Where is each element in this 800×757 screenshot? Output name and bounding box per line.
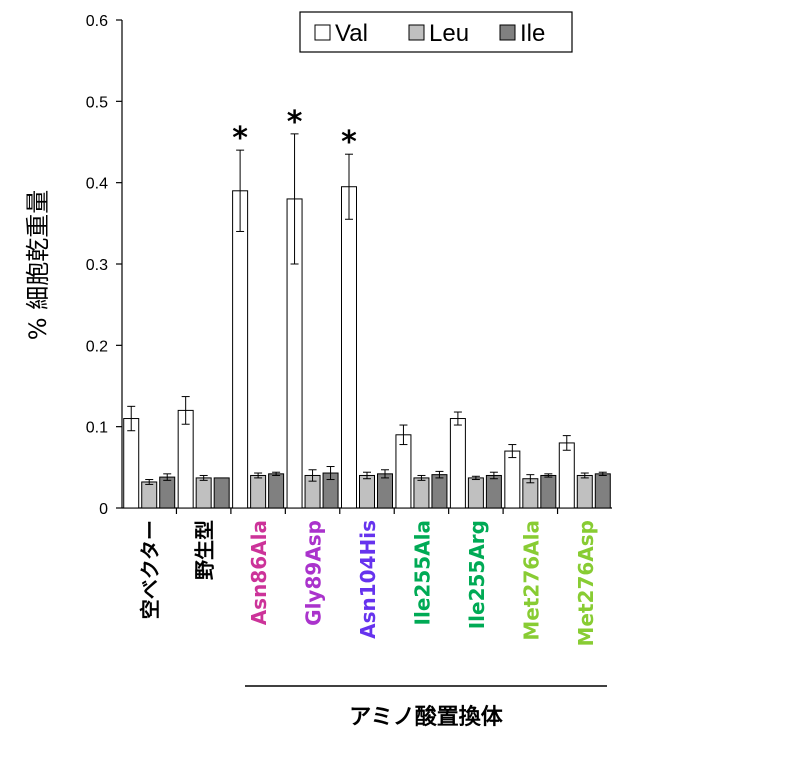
bar-leu — [250, 474, 267, 509]
category-label: Asn86Ala — [247, 520, 271, 625]
bar-leu — [467, 477, 484, 509]
bars: * * * — [123, 105, 611, 509]
bar-val — [504, 450, 521, 509]
bar-ile — [431, 474, 448, 509]
bar-ile — [594, 473, 611, 509]
bar-ile — [213, 477, 230, 509]
category-label: 空ベクター — [138, 520, 162, 619]
bar-leu — [195, 477, 212, 509]
category-label: Ile255Arg — [465, 520, 489, 629]
category-label: Asn104His — [356, 520, 380, 639]
bar-leu — [359, 474, 375, 509]
legend-label-val: Val — [335, 20, 368, 47]
bar-val — [123, 418, 140, 509]
category-label: Met276Asp — [574, 520, 598, 646]
category-label: 野生型 — [193, 520, 217, 580]
y-tick-label: 0.1 — [86, 420, 108, 437]
y-tick-label: 0.4 — [86, 176, 108, 193]
bar-leu — [413, 477, 430, 509]
bar-val — [558, 442, 575, 509]
y-tick-label: 0.2 — [86, 338, 108, 355]
y-tick-label: 0.5 — [86, 94, 108, 111]
bar-ile — [485, 474, 502, 509]
legend-label-ile: Ile — [520, 20, 545, 47]
bar-val — [177, 409, 194, 509]
bar-val — [232, 190, 249, 509]
significance-star: * — [341, 125, 357, 160]
legend-swatch-ile — [499, 24, 516, 41]
y-tick-label: 0 — [99, 501, 108, 518]
bar-leu — [141, 481, 158, 509]
y-axis-label: % 細胞乾重量 — [24, 190, 52, 340]
bar-ile — [159, 476, 176, 509]
bar-val — [395, 434, 412, 509]
bar-val — [449, 418, 466, 509]
bar-ile — [268, 473, 285, 509]
significance-star: * — [287, 105, 303, 140]
bar-leu — [576, 474, 593, 509]
significance-star: * — [232, 121, 248, 156]
category-label: Met276Ala — [519, 520, 543, 641]
bar-val — [341, 186, 357, 509]
bar-ile — [377, 473, 393, 509]
category-labels: 空ベクター 野生型 Asn86Ala Gly89Asp Asn104His Ile255A… — [138, 520, 598, 646]
legend-swatch-val — [314, 24, 331, 41]
legend-swatch-leu — [408, 24, 425, 41]
legend: Val Leu Ile — [299, 11, 573, 53]
category-label: Gly89Asp — [302, 520, 326, 626]
group-label: アミノ酸置換体 — [349, 704, 504, 730]
bar-ile — [540, 474, 557, 509]
legend-label-leu: Leu — [429, 20, 469, 47]
y-tick-label: 0.3 — [86, 257, 108, 274]
legend-box — [299, 11, 573, 53]
y-tick-label: 0.6 — [86, 13, 108, 30]
category-label: Ile255Ala — [410, 520, 434, 625]
